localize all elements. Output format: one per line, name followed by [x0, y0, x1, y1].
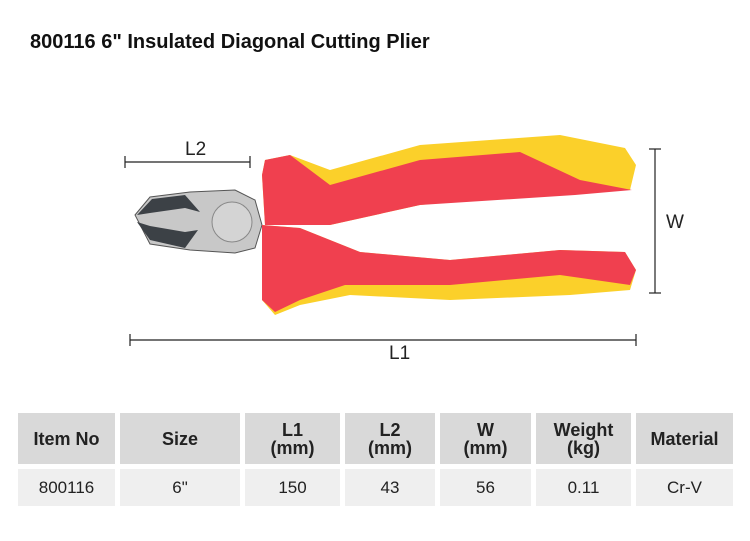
plier-head	[134, 189, 263, 254]
cell-l2: 43	[345, 469, 435, 506]
dimension-label-l1: L1	[389, 343, 411, 364]
plier-illustration	[124, 135, 661, 346]
table-row: 800116 6" 150 43 56 0.11 Cr-V	[18, 469, 733, 506]
header-l2: L2 (mm)	[345, 413, 435, 464]
header-size: Size	[120, 413, 240, 464]
spec-table: Item No Size L1 (mm) L2 (mm) W (mm) Weight(…	[13, 408, 738, 511]
plier-handle-upper	[262, 135, 636, 225]
cell-item-no: 800116	[18, 469, 115, 506]
cell-size: 6"	[120, 469, 240, 506]
header-l1: L1 (mm)	[245, 413, 340, 464]
cell-l1: 150	[245, 469, 340, 506]
plier-handle-lower	[262, 225, 636, 315]
dimension-label-l2: L2	[185, 139, 207, 160]
cell-w: 56	[440, 469, 531, 506]
product-title: 800116 6" Insulated Diagonal Cutting Pli…	[30, 31, 430, 53]
header-item-no: Item No	[18, 413, 115, 464]
cell-weight: 0.11	[536, 469, 631, 506]
table-header-row: Item No Size L1 (mm) L2 (mm) W (mm) Weight(…	[18, 413, 733, 464]
dimension-lines	[124, 148, 661, 346]
cell-material: Cr-V	[636, 469, 733, 506]
dimension-label-w: W	[666, 212, 684, 233]
header-material: Material	[636, 413, 733, 464]
header-w: W (mm)	[440, 413, 531, 464]
header-weight: Weight (kg)	[536, 413, 631, 464]
